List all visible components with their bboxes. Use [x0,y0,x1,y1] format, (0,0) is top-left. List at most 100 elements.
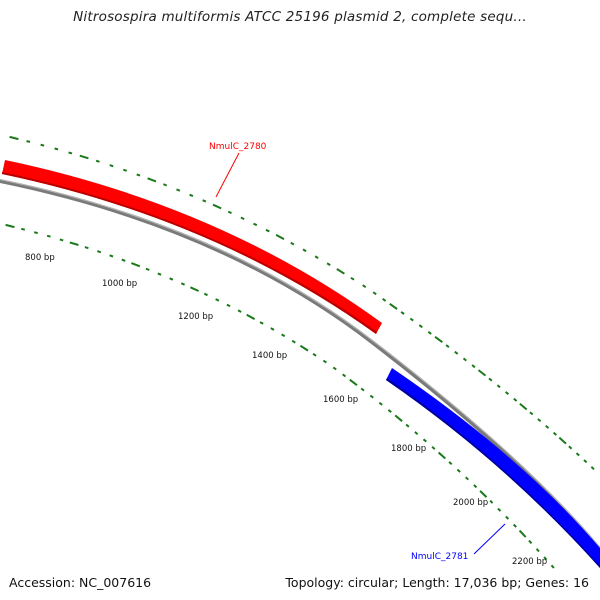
accession-text: Accession: NC_007616 [9,575,152,590]
inner-tick-mark [414,431,419,435]
outer-tick-mark [176,188,181,192]
outer-tick-mark [389,302,398,310]
inner-tick-mark [291,339,296,344]
outer-tick-mark [240,216,245,220]
inner-tick-mark [512,523,517,528]
inner-tick-mark [378,401,383,406]
outer-tick-mark [302,248,307,253]
outer-tick-mark [336,268,345,275]
inner-tick-mark [550,564,555,569]
outer-tick-mark [504,391,510,395]
inner-tick-mark [281,333,286,338]
ruler-label-1400: 1400 bp [252,351,287,361]
outer-tick-mark [488,377,493,382]
outer-tick-mark [477,369,487,377]
inner-tick-mark [543,556,548,561]
outer-tick-mark [95,159,100,163]
outer-tick-mark [434,335,443,344]
outer-tick-mark [212,203,222,210]
inner-tick-mark [505,515,510,520]
outer-tick-mark [590,466,595,471]
outer-tick-mark [202,199,207,203]
inner-tick-mark [422,438,427,443]
gene-arrow-nmulc-2780[interactable] [2,160,382,334]
outer-tick-mark [68,151,73,155]
outer-tick-mark [568,445,573,450]
inner-tick-mark [528,539,533,544]
inner-tick-mark [535,548,540,553]
outer-tick-mark [537,418,542,423]
inner-tick-mark [349,378,358,386]
outer-tick-mark [109,164,114,168]
outer-tick-mark [314,255,319,259]
inner-tick-mark [121,258,126,262]
gene-label-leader-nmulc-2780 [215,152,240,198]
outer-tick-mark [513,397,518,402]
inner-tick-mark [203,292,208,297]
inner-tick-mark [322,359,327,364]
inner-tick-mark [5,223,15,229]
inner-tick-mark [312,352,317,357]
ruler-label-800: 800 bp [25,253,55,263]
outer-tick-mark [427,330,432,335]
inner-tick-mark [369,394,374,399]
outer-tick-mark [79,154,89,160]
inner-tick-mark [473,484,478,489]
gene-arrow-nmulc-2781[interactable] [386,368,600,568]
backbone-arc-highlight [0,178,600,549]
inner-tick-mark [226,303,231,308]
inner-tick-mark [448,461,453,466]
inner-tick-mark [387,409,392,413]
inner-tick-mark [479,490,488,498]
outer-tick-mark [445,344,450,348]
inner-tick-mark [405,423,410,428]
inner-tick-mark [237,309,242,313]
outer-tick-mark [545,425,550,429]
outer-tick-mark [227,210,232,215]
outer-tick-mark [147,177,157,183]
topology-summary-text: Topology: circular; Length: 17,036 bp; G… [285,575,589,590]
inner-tick-mark [84,246,89,250]
inner-tick-mark [169,277,174,281]
gene-label-nmulc-2780[interactable]: NmulC_2780 [209,142,267,152]
outer-tick-mark [400,311,405,315]
outer-tick-mark [122,168,128,172]
gene-label-leader-nmulc-2781 [473,523,506,555]
outer-tick-mark [454,350,459,355]
inner-tick-mark [131,262,141,268]
map-title: Nitrosospira multiformis ATCC 25196 plas… [73,9,527,25]
inner-tick-mark [157,272,162,276]
ruler-label-2000: 2000 bp [453,498,488,508]
outer-tick-mark [575,452,580,457]
outer-tick-mark [26,140,31,143]
inner-tick-mark [69,241,79,246]
inner-tick-mark [332,366,337,371]
inner-tick-mark [360,387,365,392]
inner-tick-mark [246,313,256,320]
gene-label-nmulc-2781[interactable]: NmulC_2781 [411,552,468,562]
inner-tick-mark [33,231,38,235]
inner-tick-mark [489,499,494,504]
inner-tick-mark [465,476,469,481]
outer-tick-mark [290,241,295,246]
outer-tick-mark [462,357,467,362]
outer-tick-mark [583,459,588,464]
outer-tick-mark [350,276,355,281]
outer-tick-mark [275,234,285,240]
inner-tick-mark [145,267,150,271]
inner-tick-mark [299,344,309,352]
outer-tick-track [9,135,595,471]
outer-tick-mark [163,183,168,187]
inner-tick-mark [180,282,185,286]
inner-tick-mark [46,234,51,238]
outer-tick-mark [418,324,423,329]
outer-tick-mark [253,222,258,227]
ruler-label-1200: 1200 bp [178,312,213,322]
backbone-arc [0,178,600,552]
outer-tick-mark [9,135,19,141]
outer-tick-mark [136,173,141,177]
inner-tick-mark [109,254,114,258]
outer-tick-mark [552,431,557,436]
outer-tick-mark [189,193,194,198]
